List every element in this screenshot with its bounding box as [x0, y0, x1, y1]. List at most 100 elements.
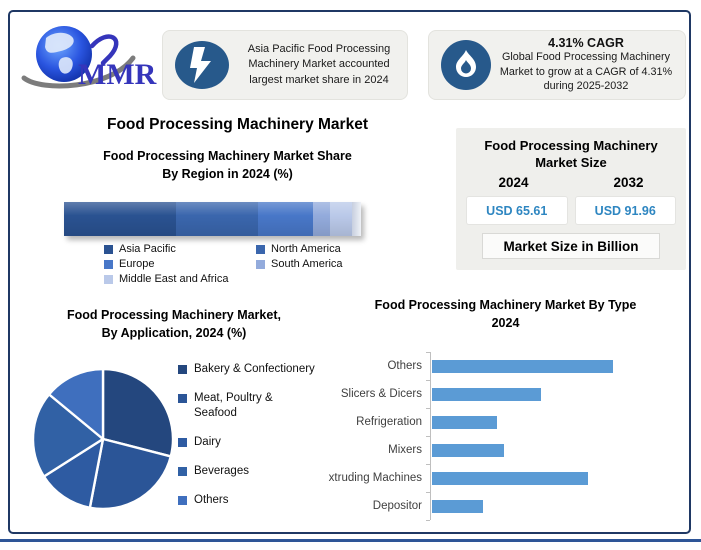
- value-box-2032: USD 91.96: [575, 197, 675, 224]
- type-chart-title: Food Processing Machinery Market By Type…: [348, 296, 663, 332]
- region-legend: Asia Pacific North America Europe South Ame…: [104, 243, 396, 286]
- legend-label-north-america: North America: [271, 243, 341, 255]
- outer-frame: [8, 10, 691, 534]
- region-segment-south-america: [313, 202, 331, 236]
- lightning-icon: [175, 41, 229, 89]
- type-bar-track-xtruding-machines: [426, 471, 694, 485]
- type-bar-label-refrigeration: Refrigeration: [356, 416, 422, 428]
- type-bar-track-refrigeration: [426, 415, 694, 429]
- market-size-panel: Food Processing Machinery Market Size 20…: [456, 128, 686, 270]
- legend-swatch-south-america: [256, 260, 265, 269]
- callout-asia-pacific: Asia Pacific Food Processing Machinery M…: [162, 30, 408, 100]
- type-bar-label-depositor: Depositor: [372, 500, 422, 512]
- type-bar-label-others: Others: [387, 360, 422, 372]
- type-chart-axis-tick: [426, 408, 430, 409]
- type-bar-refrigeration: [432, 415, 497, 429]
- region-stacked-bar: [64, 202, 361, 236]
- legend-swatch-north-america: [256, 245, 265, 254]
- application-chart-title: Food Processing Machinery Market, By App…: [18, 306, 330, 342]
- value-2032: USD 91.96: [594, 203, 656, 218]
- region-segment-asia-pacific: [64, 202, 177, 236]
- type-bar-others: [432, 359, 613, 373]
- mmr-logo: MMR: [21, 26, 157, 91]
- logo-globe-land-north: [45, 32, 74, 53]
- region-chart-title-line1: Food Processing Machinery Market Share: [103, 149, 352, 163]
- region-segment-europe: [258, 202, 314, 236]
- logo-globe-land-south: [58, 57, 73, 74]
- type-bar-chart: Others Slicers & Dicers Refrigeration Mixer…: [322, 352, 694, 522]
- legend-swatch-asia-pacific: [104, 245, 113, 254]
- type-bar-xtruding-machines: [432, 471, 588, 485]
- application-pie-legend: Bakery & Confectionery Meat, Poultry & Sea…: [178, 362, 315, 508]
- pie-legend-item-beverages: Beverages: [178, 464, 315, 479]
- page-title: Food Processing Machinery Market: [107, 116, 368, 133]
- type-chart-axis-tick: [426, 492, 430, 493]
- type-chart-title-line2: 2024: [491, 316, 520, 330]
- market-size-years: 2024 2032: [456, 175, 686, 190]
- pie-legend-label-meat-poultry-seafood: Meat, Poultry & Seafood: [194, 392, 273, 419]
- year-start: 2024: [498, 175, 529, 190]
- region-segment-middle-east-and-africa: [330, 202, 352, 236]
- pie-legend-label-dairy: Dairy: [194, 436, 221, 448]
- unit-label: Market Size in Billion: [482, 233, 660, 259]
- type-bar-track-depositor: [426, 499, 694, 513]
- type-bar-label-slicers-dicers: Slicers & Dicers: [340, 388, 422, 400]
- flame-icon: [441, 40, 491, 90]
- type-chart-axis-tick: [426, 380, 430, 381]
- type-bar-track-slicers-dicers: [426, 387, 694, 401]
- pie-legend-swatch-beverages: [178, 467, 187, 476]
- legend-label-europe: Europe: [119, 258, 155, 270]
- pie-slice-beverages: [31, 393, 105, 478]
- application-chart-title-line2: By Application, 2024 (%): [101, 326, 247, 340]
- type-bar-track-mixers: [426, 443, 694, 457]
- pie-legend-swatch-meat-poultry-seafood: [178, 394, 187, 403]
- pie-legend-item-bakery-confectionery: Bakery & Confectionery: [178, 362, 315, 377]
- application-pie-chart: [31, 367, 175, 511]
- region-chart-title: Food Processing Machinery Market Share B…: [30, 147, 425, 183]
- pie-legend-swatch-bakery-confectionery: [178, 365, 187, 374]
- legend-label-middle-east-and-africa: Middle East and Africa: [119, 273, 229, 285]
- logo-2-swoosh: [89, 34, 119, 66]
- market-size-title-line1: Food Processing Machinery: [484, 138, 658, 153]
- pie-slice-others: [47, 367, 105, 441]
- type-bar-row-slicers-dicers: Slicers & Dicers: [322, 380, 694, 408]
- year-end: 2032: [613, 175, 644, 190]
- type-bar-row-refrigeration: Refrigeration: [322, 408, 694, 436]
- type-chart-axis-tick: [426, 464, 430, 465]
- legend-label-asia-pacific: Asia Pacific: [119, 243, 176, 255]
- type-chart-y-axis: [430, 352, 431, 520]
- pie-slice-meat-poultry-seafood: [88, 437, 172, 511]
- value-2024: USD 65.61: [486, 203, 548, 218]
- region-legend-item-middle-east-and-africa: Middle East and Africa: [104, 273, 256, 286]
- legend-swatch-europe: [104, 260, 113, 269]
- market-size-values: USD 65.61 USD 91.96: [456, 197, 686, 224]
- type-bar-track-others: [426, 359, 694, 373]
- bottom-accent-line: [0, 539, 701, 542]
- pie-legend-label-beverages: Beverages: [194, 465, 249, 477]
- type-bar-row-depositor: Depositor: [322, 492, 694, 520]
- pie-legend-swatch-others: [178, 496, 187, 505]
- pie-legend-item-meat-poultry-seafood: Meat, Poultry & Seafood: [178, 391, 315, 421]
- pie-legend-label-bakery-confectionery: Bakery & Confectionery: [194, 363, 315, 375]
- type-bar-row-mixers: Mixers: [322, 436, 694, 464]
- legend-swatch-middle-east-and-africa: [104, 275, 113, 284]
- region-legend-item-asia-pacific: Asia Pacific: [104, 243, 256, 256]
- market-size-title-line2: Market Size: [535, 155, 607, 170]
- region-legend-item-south-america: South America: [256, 258, 396, 271]
- region-stacked-segments: [64, 202, 352, 236]
- type-chart-axis-tick: [426, 436, 430, 437]
- type-chart-axis-tick: [426, 520, 430, 521]
- type-bar-slicers-dicers: [432, 387, 541, 401]
- region-segment-north-america: [176, 202, 259, 236]
- type-chart-title-line1: Food Processing Machinery Market By Type: [374, 298, 637, 312]
- type-chart-axis-tick: [426, 352, 430, 353]
- type-bar-row-others: Others: [322, 352, 694, 380]
- region-bar-endcap: [352, 202, 361, 236]
- market-size-title: Food Processing Machinery Market Size: [456, 137, 686, 171]
- type-bar-row-xtruding-machines: xtruding Machines: [322, 464, 694, 492]
- type-bar-mixers: [432, 443, 504, 457]
- cagr-title: 4.31% CAGR: [548, 35, 624, 50]
- pie-legend-item-dairy: Dairy: [178, 435, 315, 450]
- pie-legend-swatch-dairy: [178, 438, 187, 447]
- region-chart-title-line2: By Region in 2024 (%): [162, 167, 293, 181]
